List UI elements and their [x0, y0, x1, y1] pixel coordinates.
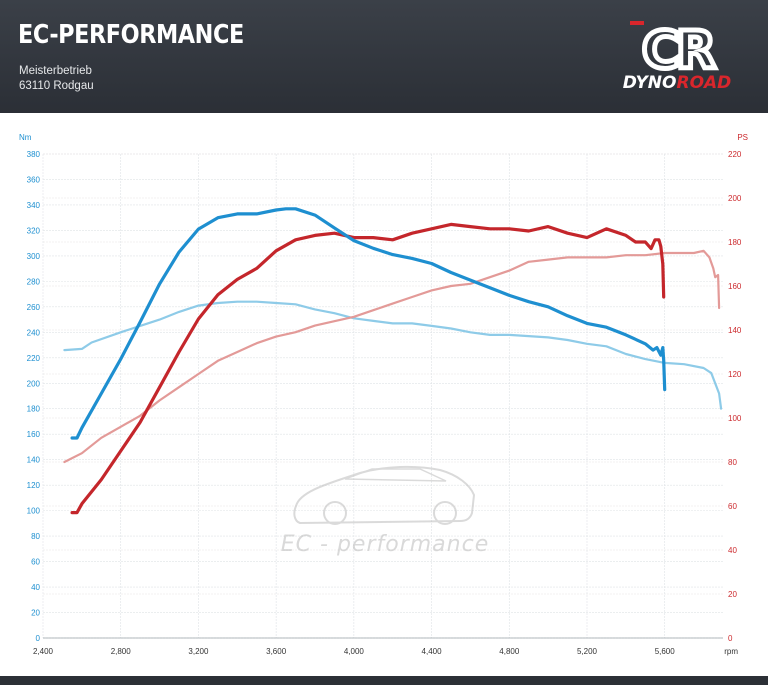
left-tick-label: 140	[27, 456, 41, 465]
right-tick-label: 80	[728, 458, 737, 467]
left-tick-label: 60	[31, 558, 40, 567]
dynoroad-logo: CR DYNOROAD	[623, 20, 732, 93]
footer-bar	[0, 676, 768, 685]
left-tick-label: 360	[27, 175, 41, 184]
right-tick-label: 20	[728, 590, 737, 599]
right-tick-label: 40	[728, 546, 737, 555]
chart-grid	[42, 153, 723, 639]
left-tick-label: 260	[27, 303, 41, 312]
left-tick-label: 220	[27, 354, 41, 363]
dyno-chart: EC - performance Nm PS rpm 0204060801001…	[19, 133, 748, 656]
x-tick-label: 4,400	[422, 647, 443, 656]
x-tick-label: 3,600	[266, 647, 287, 656]
right-tick-label: 60	[728, 502, 737, 511]
left-tick-label: 240	[27, 328, 41, 337]
left-tick-label: 40	[31, 583, 40, 592]
x-tick-label: 5,200	[577, 647, 598, 656]
series-power-stock	[63, 249, 721, 464]
logo-word-dyno: DYNO	[623, 73, 677, 93]
right-tick-label: 100	[728, 414, 742, 423]
x-tick-label: 2,400	[33, 647, 54, 656]
series-power-tuned	[70, 222, 666, 515]
logo-word-road: ROAD	[676, 73, 731, 93]
chart-curves	[63, 207, 723, 515]
x-tick-label: 4,800	[499, 647, 520, 656]
x-tick-label: 4,000	[344, 647, 365, 656]
series-torque-stock	[63, 300, 723, 410]
x-tick-label: 5,600	[655, 647, 676, 656]
right-tick-label: 160	[728, 282, 742, 291]
left-tick-label: 180	[27, 405, 41, 414]
right-tick-label: 140	[728, 326, 742, 335]
right-tick-label: 200	[728, 194, 742, 203]
watermark-text: EC - performance	[281, 532, 489, 557]
page-title: EC-PERFORMANCE	[18, 20, 244, 50]
series-torque-tuned	[70, 207, 667, 440]
left-tick-label: 280	[27, 277, 41, 286]
header-banner: EC-PERFORMANCE Meisterbetrieb 63110 Rodg…	[0, 0, 768, 113]
subtitle-line-2: 63110 Rodgau	[19, 80, 94, 92]
x-tick-label: 2,800	[111, 647, 132, 656]
watermark-car-icon	[293, 465, 476, 525]
left-tick-label: 0	[36, 634, 41, 643]
left-tick-label: 380	[27, 150, 41, 159]
right-tick-label: 120	[728, 370, 742, 379]
y-axis-label-left: Nm	[19, 133, 32, 142]
svg-text:DYNOROAD: DYNOROAD	[623, 73, 732, 93]
left-tick-label: 300	[27, 252, 41, 261]
left-tick-label: 200	[27, 379, 41, 388]
subtitle-line-1: Meisterbetrieb	[19, 65, 92, 77]
y-axis-label-right: PS	[737, 133, 748, 142]
x-axis-label: rpm	[724, 647, 738, 656]
right-tick-label: 180	[728, 238, 742, 247]
left-tick-label: 340	[27, 201, 41, 210]
logo-letters: CR	[642, 21, 715, 81]
left-tick-label: 100	[27, 507, 41, 516]
chart-labels: Nm PS rpm 020406080100120140160180200220…	[19, 133, 748, 656]
right-tick-label: 0	[728, 634, 733, 643]
left-tick-label: 160	[27, 430, 41, 439]
right-tick-label: 220	[728, 150, 742, 159]
left-tick-label: 80	[31, 532, 40, 541]
watermark: EC - performance	[281, 465, 489, 557]
left-tick-label: 320	[27, 226, 41, 235]
left-tick-label: 120	[27, 481, 41, 490]
left-tick-label: 20	[31, 609, 40, 618]
x-tick-label: 3,200	[188, 647, 209, 656]
